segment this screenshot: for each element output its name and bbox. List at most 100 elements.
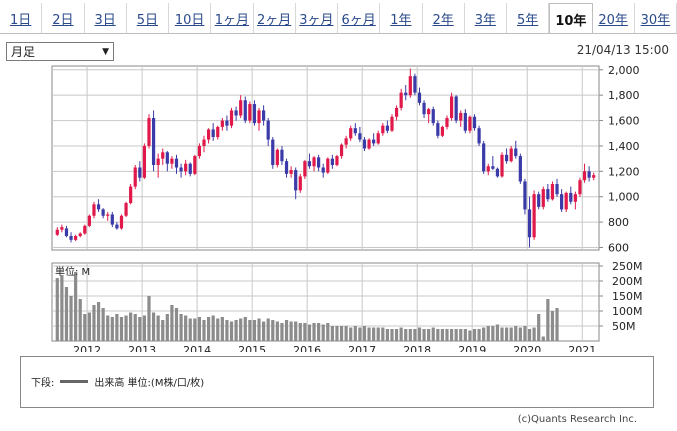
candle-body	[133, 167, 137, 187]
volume-bar	[115, 314, 119, 341]
candle-body	[482, 143, 486, 172]
candle-body	[326, 158, 330, 173]
candle-body	[353, 128, 357, 134]
volume-bar	[353, 326, 357, 341]
tab-7[interactable]: 2ヶ月	[253, 3, 296, 34]
candle-body	[459, 112, 463, 121]
candle-body	[537, 194, 541, 207]
volume-bar	[151, 312, 156, 341]
candle-body	[394, 107, 399, 117]
candle-body	[239, 100, 243, 116]
price-y-tick-label: 1,800	[608, 89, 640, 102]
candle-body	[252, 104, 257, 124]
volume-bar	[527, 329, 532, 341]
volume-bar	[74, 272, 78, 341]
tab-15[interactable]: 20年	[592, 3, 635, 34]
price-y-tick-label: 1,000	[608, 191, 640, 204]
tab-4[interactable]: 5日	[126, 3, 169, 34]
volume-bar	[532, 327, 536, 341]
volume-bar	[537, 314, 541, 341]
candle-body	[294, 170, 298, 191]
volume-bar	[69, 296, 73, 341]
volume-bar	[289, 321, 293, 341]
x-tick-label: 2015	[238, 344, 266, 352]
volume-bar	[454, 329, 458, 341]
tab-1[interactable]: 1日	[0, 3, 43, 34]
tab-5[interactable]: 10日	[169, 3, 212, 34]
volume-y-tick-label: 50M	[612, 320, 636, 333]
price-y-tick-label: 1,200	[608, 165, 640, 178]
volume-bar	[92, 305, 96, 341]
candle-body	[358, 133, 362, 140]
volume-bar	[362, 326, 367, 341]
candle-body	[486, 166, 490, 172]
volume-bar	[179, 314, 183, 341]
tab-11[interactable]: 2年	[422, 3, 465, 34]
tab-2[interactable]: 2日	[42, 3, 85, 34]
volume-bar	[294, 321, 298, 341]
copyright: (c)Quants Research Inc.	[517, 414, 637, 425]
volume-bar	[413, 329, 417, 341]
volume-bar	[385, 329, 389, 341]
tab-16[interactable]: 30年	[634, 3, 677, 34]
volume-bar	[262, 321, 266, 341]
tab-8[interactable]: 3ヶ月	[295, 3, 338, 34]
candle-body	[582, 171, 587, 181]
legend-row: 下段: 出来高 単位:(M株/口/枚)	[31, 374, 204, 389]
candle-body	[165, 152, 169, 164]
candle-body	[509, 148, 513, 162]
volume-bar	[495, 324, 500, 341]
candle-body	[248, 104, 252, 121]
candle-body	[381, 125, 385, 134]
volume-bar	[431, 327, 435, 341]
volume-bar	[243, 317, 247, 341]
candle-body	[454, 96, 458, 121]
tab-10[interactable]: 1年	[380, 3, 423, 34]
candle-body	[60, 227, 64, 230]
candle-body	[436, 123, 440, 136]
candle-body	[280, 149, 284, 162]
tab-13[interactable]: 5年	[507, 3, 550, 34]
price-y-tick-label: 1,600	[608, 115, 640, 128]
candle-body	[298, 176, 302, 191]
tab-12[interactable]: 3年	[464, 3, 507, 34]
candle-body	[427, 109, 431, 115]
volume-bar	[257, 318, 261, 341]
volume-bar	[280, 323, 284, 341]
volume-bar	[83, 314, 87, 341]
volume-bar	[372, 327, 376, 341]
timestamp: 21/04/13 15:00	[576, 43, 669, 57]
candle-body	[532, 194, 536, 238]
volume-bar	[422, 329, 426, 341]
volume-bar	[229, 321, 234, 341]
x-tick-label: 2019	[458, 344, 486, 352]
legend-box: 下段: 出来高 単位:(M株/口/枚)	[20, 356, 654, 408]
volume-bar	[307, 324, 312, 341]
volume-bar	[165, 314, 169, 341]
volume-bar	[449, 329, 454, 341]
volume-bar	[541, 336, 545, 341]
candle-body	[106, 214, 110, 216]
volume-bar	[472, 329, 477, 341]
candle-body	[339, 144, 344, 157]
tab-3[interactable]: 3日	[84, 3, 127, 34]
tab-9[interactable]: 6ヶ月	[338, 3, 381, 34]
volume-bar	[220, 317, 224, 341]
volume-bar	[161, 320, 165, 341]
volume-bar	[546, 299, 550, 341]
volume-bar	[248, 320, 252, 341]
candle-body	[550, 184, 555, 200]
tab-14[interactable]: 10年	[549, 3, 593, 34]
price-y-tick-label: 600	[608, 241, 629, 254]
period-select[interactable]: 月足 ▼	[6, 42, 114, 61]
candle-body	[266, 120, 270, 140]
candle-body	[417, 92, 422, 103]
tab-6[interactable]: 1ヶ月	[211, 3, 254, 34]
legend-prefix: 下段:	[31, 378, 55, 389]
candle-body	[206, 129, 211, 140]
volume-bar	[500, 327, 504, 341]
volume-bar	[436, 329, 440, 341]
volume-bar	[110, 317, 114, 341]
x-tick-label: 2020	[513, 344, 541, 352]
candle-body	[262, 110, 266, 121]
